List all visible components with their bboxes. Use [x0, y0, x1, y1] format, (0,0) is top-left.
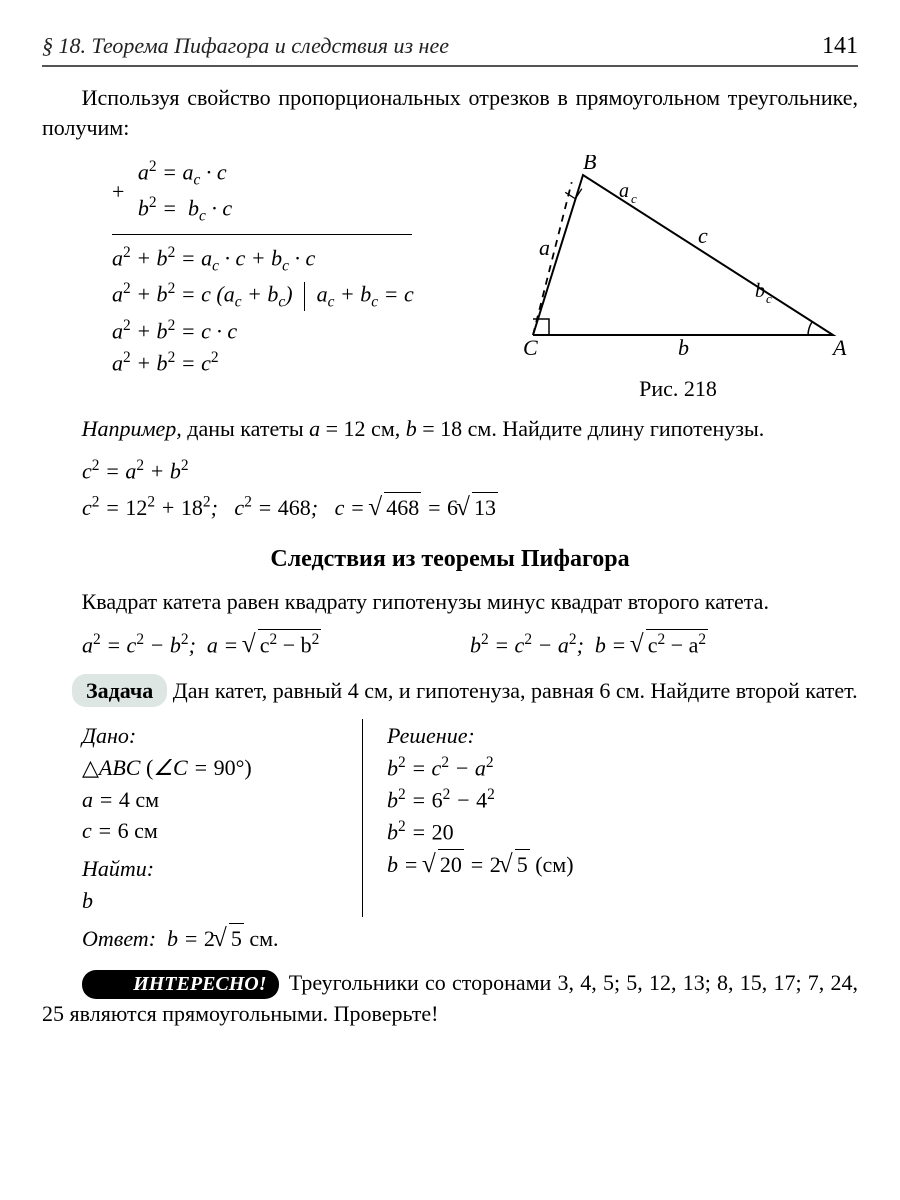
interesting-para: ИНТЕРЕСНО! Треугольники со сторонами 3, …: [42, 968, 858, 1029]
given-title: Дано:: [82, 721, 342, 751]
svg-text:A: A: [831, 335, 847, 360]
deriv-line-5: a2 + b2 = c · c: [112, 316, 498, 346]
figure-caption: Рис. 218: [498, 374, 858, 404]
figure-block: B C A a b c ac bc Рис. 218: [498, 155, 858, 404]
svg-text:a: a: [619, 180, 629, 202]
triangle-figure: B C A a b c ac bc: [503, 155, 853, 365]
deriv-line-1: a2 = ac · c: [138, 157, 232, 192]
task-text: Дан катет, равный 4 см, и гипотенуза, ра…: [167, 678, 857, 703]
given-2: a = 4 см: [82, 785, 342, 815]
example-emph: Например,: [82, 416, 182, 441]
example-intro: Например, даны катеты a = 12 см, b = 18 …: [42, 414, 858, 444]
sol-3: b2 = 20: [387, 817, 574, 847]
page-header: § 18. Теорема Пифагора и следствия из не…: [42, 30, 858, 67]
derivation-block: + a2 = ac · c b2 = bc · c a2 + b2 = ac ·…: [42, 155, 498, 380]
intro-paragraph: Используя свойство пропорциональных отре…: [42, 83, 858, 142]
solution-column: Решение: b2 = c2 − a2 b2 = 62 − 42 b2 = …: [363, 719, 574, 917]
sol-1: b2 = c2 − a2: [387, 753, 574, 783]
interesting-badge: ИНТЕРЕСНО!: [82, 970, 279, 999]
task-badge: Задача: [72, 674, 167, 708]
sol-4: b = 20 = 25 (см): [387, 849, 574, 880]
section-title-header: § 18. Теорема Пифагора и следствия из не…: [42, 31, 449, 61]
given-1: △ABC (∠C = 90°): [82, 753, 342, 783]
derivation-row: + a2 = ac · c b2 = bc · c a2 + b2 = ac ·…: [42, 155, 858, 404]
given-column: Дано: △ABC (∠C = 90°) a = 4 см c = 6 см …: [82, 719, 363, 917]
svg-text:b: b: [755, 280, 765, 302]
corollaries-text: Квадрат катета равен квадрату гипотенузы…: [42, 587, 858, 617]
svg-text:C: C: [523, 335, 538, 360]
example-line-1: c2 = a2 + b2: [82, 456, 858, 486]
svg-text:c: c: [698, 223, 708, 248]
svg-text:c: c: [631, 191, 637, 206]
corollary-f2: b2 = c2 − a2; b = c2 − a2: [470, 629, 858, 660]
sol-2: b2 = 62 − 42: [387, 785, 574, 815]
given-3: c = 6 см: [82, 816, 342, 846]
deriv-line-4: a2 + b2 = c (ac + bc) ac + bc = c: [112, 279, 498, 314]
task-intro: Задача Дан катет, равный 4 см, и гипотен…: [42, 674, 858, 708]
solution-layout: Дано: △ABC (∠C = 90°) a = 4 см c = 6 см …: [82, 719, 858, 917]
answer-label: Ответ:: [82, 926, 156, 951]
interesting-block: ИНТЕРЕСНО! Треугольники со сторонами 3, …: [42, 968, 858, 1029]
example-block: Например, даны катеты a = 12 см, b = 18 …: [42, 414, 858, 522]
find-title: Найти:: [82, 854, 342, 884]
svg-text:c: c: [766, 291, 772, 306]
svg-text:b: b: [678, 335, 689, 360]
corollaries-title: Следствия из теоремы Пифагора: [42, 543, 858, 575]
page: § 18. Теорема Пифагора и следствия из не…: [0, 0, 900, 1200]
find-1: b: [82, 886, 342, 916]
answer-line: Ответ: b = 25 см.: [82, 923, 858, 954]
deriv-line-3: a2 + b2 = ac · c + bc · c: [112, 243, 498, 278]
example-math: c2 = a2 + b2 c2 = 122 + 182; c2 = 468; c…: [42, 456, 858, 523]
corollary-formulas: a2 = c2 − b2; a = c2 − b2 b2 = c2 − a2; …: [42, 629, 858, 660]
page-number: 141: [822, 30, 858, 62]
deriv-line-2: b2 = bc · c: [138, 193, 232, 228]
sol-title: Решение:: [387, 721, 574, 751]
derivation-rule: [112, 234, 412, 235]
corollary-f1: a2 = c2 − b2; a = c2 − b2: [82, 629, 470, 660]
example-text: даны катеты a = 12 см, b = 18 см. Найдит…: [182, 416, 764, 441]
plus-sign: +: [112, 177, 124, 207]
task-block: Задача Дан катет, равный 4 см, и гипотен…: [42, 674, 858, 955]
example-line-2: c2 = 122 + 182; c2 = 468; c = 468 = 613: [82, 492, 858, 523]
deriv-line-6: a2 + b2 = c2: [112, 348, 498, 378]
svg-text:a: a: [539, 235, 550, 260]
svg-text:B: B: [583, 155, 596, 174]
